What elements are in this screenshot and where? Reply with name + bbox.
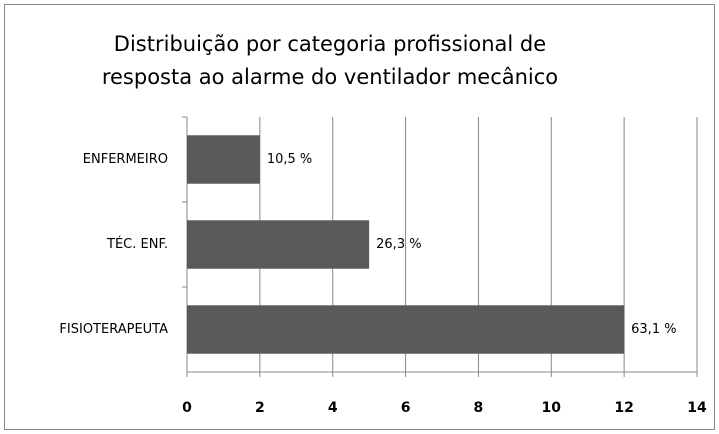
bar bbox=[187, 135, 260, 184]
data-label: 63,1 % bbox=[631, 322, 676, 337]
x-tick-label: 2 bbox=[255, 400, 265, 416]
chart-title: Distribuição por categoria profissional … bbox=[114, 32, 546, 56]
data-label: 26,3 % bbox=[376, 237, 421, 252]
chart-title: resposta ao alarme do ventilador mecânic… bbox=[102, 65, 558, 89]
y-tick-label: TÉC. ENF. bbox=[106, 236, 168, 252]
x-tick-label: 6 bbox=[401, 400, 411, 416]
chart-frame bbox=[4, 4, 715, 430]
bar bbox=[187, 220, 370, 269]
x-tick-label: 0 bbox=[182, 400, 192, 416]
x-tick-label: 8 bbox=[474, 400, 484, 416]
y-tick-label: ENFERMEIRO bbox=[83, 152, 168, 167]
data-label: 10,5 % bbox=[267, 152, 312, 167]
x-tick-label: 10 bbox=[542, 400, 562, 416]
x-tick-label: 12 bbox=[614, 400, 633, 416]
bar bbox=[187, 305, 625, 354]
x-tick-label: 4 bbox=[328, 400, 338, 416]
x-tick-label: 14 bbox=[687, 400, 707, 416]
y-tick-label: FISIOTERAPEUTA bbox=[59, 322, 168, 337]
